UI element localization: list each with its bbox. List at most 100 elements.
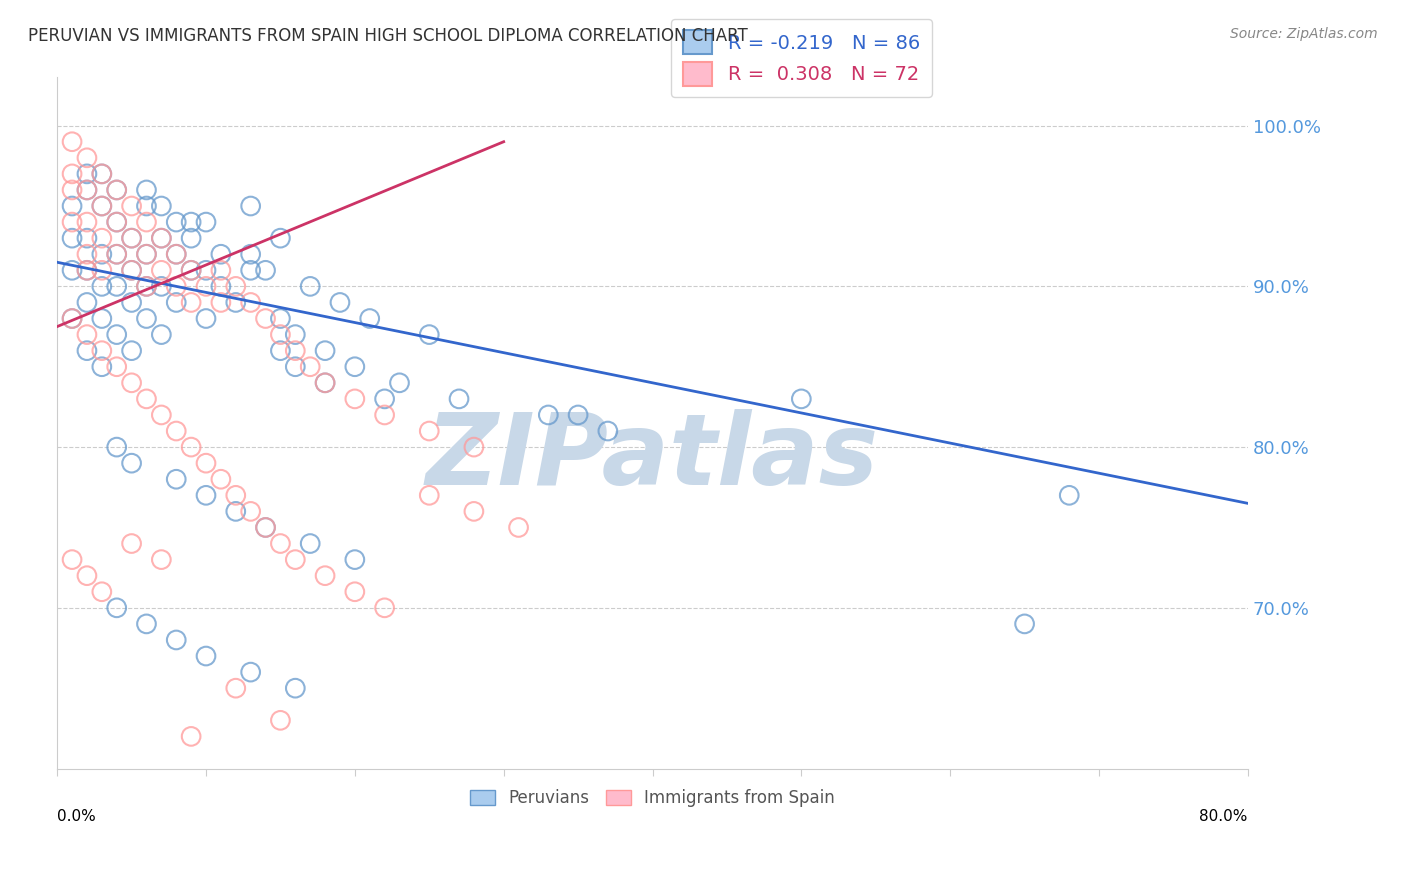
Point (269, 536, 291, 550)
Point (135, 183, 157, 197)
Point (150, 552, 173, 566)
Point (284, 327, 307, 342)
Point (299, 359, 322, 374)
Point (76, 263, 98, 277)
Point (299, 536, 322, 550)
Point (254, 520, 277, 534)
Point (90, 359, 112, 374)
Point (135, 311, 157, 326)
Point (254, 520, 277, 534)
Point (135, 199, 157, 213)
Point (76, 167, 98, 181)
Point (388, 376, 411, 390)
Point (180, 263, 202, 277)
Point (209, 247, 232, 261)
Point (150, 327, 173, 342)
Point (60, 552, 83, 566)
Point (284, 343, 307, 358)
Point (596, 424, 619, 438)
Point (225, 279, 247, 293)
Point (76, 247, 98, 261)
Point (121, 343, 143, 358)
Point (269, 231, 291, 245)
Point (790, 392, 813, 406)
Point (90, 311, 112, 326)
Text: Source: ZipAtlas.com: Source: ZipAtlas.com (1230, 27, 1378, 41)
Point (343, 359, 366, 374)
Point (269, 714, 291, 728)
Point (284, 681, 307, 696)
Point (121, 231, 143, 245)
Point (105, 359, 128, 374)
Point (105, 215, 128, 229)
Point (135, 247, 157, 261)
Point (209, 295, 232, 310)
Point (60, 231, 83, 245)
Point (76, 231, 98, 245)
Point (135, 279, 157, 293)
Point (284, 552, 307, 566)
Point (90, 167, 112, 181)
Point (314, 343, 336, 358)
Point (537, 408, 560, 422)
Point (254, 263, 277, 277)
Point (76, 343, 98, 358)
Point (135, 616, 157, 631)
Point (105, 440, 128, 454)
Point (508, 520, 530, 534)
Point (121, 295, 143, 310)
Point (60, 263, 83, 277)
Point (121, 456, 143, 470)
Point (463, 440, 485, 454)
Point (76, 183, 98, 197)
Point (1014, 616, 1036, 631)
Point (105, 183, 128, 197)
Point (1057, 488, 1080, 502)
Point (105, 183, 128, 197)
Point (209, 279, 232, 293)
Point (90, 584, 112, 599)
Point (135, 215, 157, 229)
Point (254, 311, 277, 326)
Point (76, 295, 98, 310)
Point (150, 279, 173, 293)
Point (195, 456, 218, 470)
Point (418, 488, 440, 502)
Point (195, 215, 218, 229)
Point (90, 231, 112, 245)
Point (195, 488, 218, 502)
Point (374, 392, 396, 406)
Point (225, 681, 247, 696)
Point (447, 392, 470, 406)
Point (359, 311, 381, 326)
Point (165, 424, 187, 438)
Point (105, 600, 128, 615)
Point (343, 584, 366, 599)
Point (269, 327, 291, 342)
Point (76, 183, 98, 197)
Point (239, 199, 262, 213)
Text: PERUVIAN VS IMMIGRANTS FROM SPAIN HIGH SCHOOL DIPLOMA CORRELATION CHART: PERUVIAN VS IMMIGRANTS FROM SPAIN HIGH S… (28, 27, 748, 45)
Point (269, 343, 291, 358)
Point (121, 263, 143, 277)
Point (567, 408, 589, 422)
Point (195, 263, 218, 277)
Point (180, 440, 202, 454)
Point (121, 231, 143, 245)
Point (121, 536, 143, 550)
Point (314, 376, 336, 390)
Point (343, 392, 366, 406)
Legend: Peruvians, Immigrants from Spain: Peruvians, Immigrants from Spain (461, 780, 844, 815)
Point (180, 295, 202, 310)
Point (76, 327, 98, 342)
Point (180, 730, 202, 744)
Point (135, 392, 157, 406)
Point (76, 215, 98, 229)
Point (90, 199, 112, 213)
Point (329, 295, 352, 310)
Point (239, 504, 262, 518)
Point (225, 488, 247, 502)
Point (60, 167, 83, 181)
Point (165, 279, 187, 293)
Point (60, 183, 83, 197)
